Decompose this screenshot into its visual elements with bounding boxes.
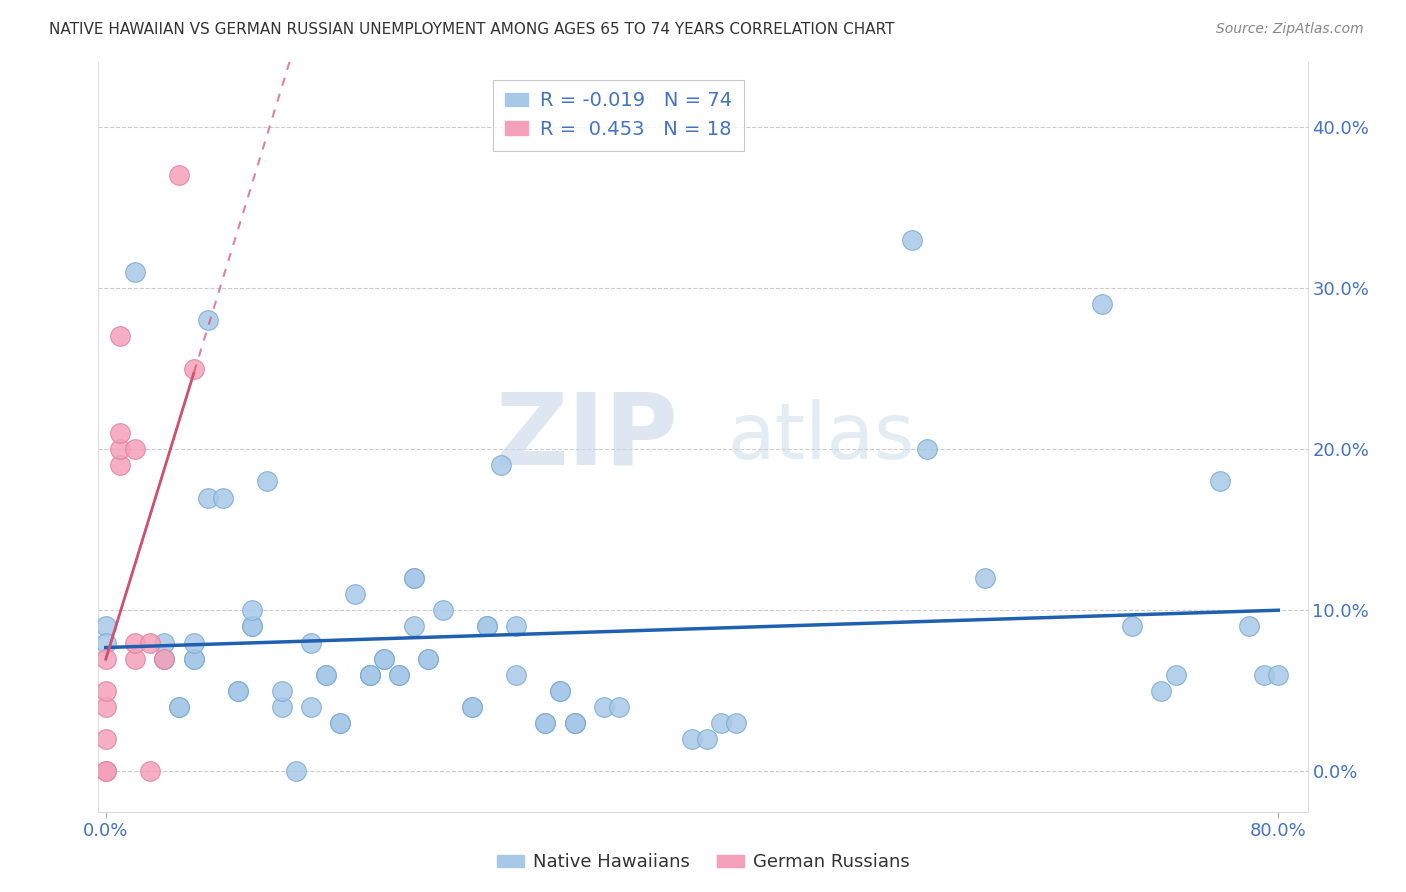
- Point: [915, 442, 938, 457]
- Point: [153, 651, 176, 665]
- Point: [1253, 667, 1275, 681]
- Point: [124, 265, 146, 279]
- Point: [94, 764, 117, 779]
- Point: [240, 619, 263, 633]
- Point: [1267, 667, 1289, 681]
- Point: [153, 635, 176, 649]
- Point: [270, 700, 292, 714]
- Point: [418, 651, 440, 665]
- Point: [359, 667, 381, 681]
- Point: [548, 684, 571, 698]
- Point: [359, 667, 381, 681]
- Point: [94, 684, 117, 698]
- Point: [548, 684, 571, 698]
- Point: [1208, 475, 1230, 489]
- Point: [1237, 619, 1260, 633]
- Point: [534, 716, 557, 731]
- Point: [94, 764, 117, 779]
- Point: [388, 667, 411, 681]
- Point: [1091, 297, 1114, 311]
- Point: [564, 716, 586, 731]
- Point: [110, 442, 132, 457]
- Point: [564, 716, 586, 731]
- Point: [299, 635, 322, 649]
- Point: [329, 716, 352, 731]
- Point: [110, 329, 132, 343]
- Point: [475, 619, 498, 633]
- Point: [461, 700, 484, 714]
- Point: [124, 442, 146, 457]
- Point: [94, 732, 117, 747]
- Point: [1121, 619, 1143, 633]
- Point: [418, 651, 440, 665]
- Point: [696, 732, 718, 747]
- Text: Source: ZipAtlas.com: Source: ZipAtlas.com: [1216, 22, 1364, 37]
- Point: [359, 667, 381, 681]
- Point: [110, 458, 132, 473]
- Point: [315, 667, 337, 681]
- Point: [402, 619, 425, 633]
- Point: [197, 491, 219, 505]
- Legend: Native Hawaiians, German Russians: Native Hawaiians, German Russians: [489, 847, 917, 879]
- Text: NATIVE HAWAIIAN VS GERMAN RUSSIAN UNEMPLOYMENT AMONG AGES 65 TO 74 YEARS CORRELA: NATIVE HAWAIIAN VS GERMAN RUSSIAN UNEMPL…: [49, 22, 894, 37]
- Legend: R = -0.019   N = 74, R =  0.453   N = 18: R = -0.019 N = 74, R = 0.453 N = 18: [494, 79, 744, 151]
- Point: [593, 700, 616, 714]
- Point: [212, 491, 235, 505]
- Point: [343, 587, 366, 601]
- Point: [505, 667, 527, 681]
- Point: [197, 313, 219, 327]
- Point: [901, 233, 924, 247]
- Point: [183, 651, 205, 665]
- Point: [94, 635, 117, 649]
- Point: [1164, 667, 1187, 681]
- Point: [329, 716, 352, 731]
- Point: [505, 619, 527, 633]
- Point: [534, 716, 557, 731]
- Point: [491, 458, 513, 473]
- Point: [94, 700, 117, 714]
- Point: [710, 716, 733, 731]
- Point: [124, 635, 146, 649]
- Point: [138, 764, 160, 779]
- Point: [607, 700, 630, 714]
- Point: [256, 475, 278, 489]
- Point: [315, 667, 337, 681]
- Point: [94, 619, 117, 633]
- Point: [167, 168, 190, 182]
- Point: [153, 651, 176, 665]
- Point: [432, 603, 454, 617]
- Point: [1150, 684, 1173, 698]
- Text: atlas: atlas: [727, 399, 915, 475]
- Point: [402, 571, 425, 585]
- Point: [226, 684, 249, 698]
- Point: [167, 700, 190, 714]
- Point: [183, 651, 205, 665]
- Point: [240, 603, 263, 617]
- Point: [681, 732, 703, 747]
- Point: [124, 651, 146, 665]
- Point: [110, 425, 132, 440]
- Text: ZIP: ZIP: [496, 389, 679, 485]
- Point: [240, 619, 263, 633]
- Point: [183, 635, 205, 649]
- Point: [373, 651, 395, 665]
- Point: [270, 684, 292, 698]
- Point: [974, 571, 997, 585]
- Point: [285, 764, 308, 779]
- Point: [461, 700, 484, 714]
- Point: [153, 651, 176, 665]
- Point: [724, 716, 747, 731]
- Point: [388, 667, 411, 681]
- Point: [138, 635, 160, 649]
- Point: [475, 619, 498, 633]
- Point: [402, 571, 425, 585]
- Point: [94, 651, 117, 665]
- Point: [226, 684, 249, 698]
- Point: [564, 716, 586, 731]
- Point: [167, 700, 190, 714]
- Point: [183, 361, 205, 376]
- Point: [373, 651, 395, 665]
- Point: [299, 700, 322, 714]
